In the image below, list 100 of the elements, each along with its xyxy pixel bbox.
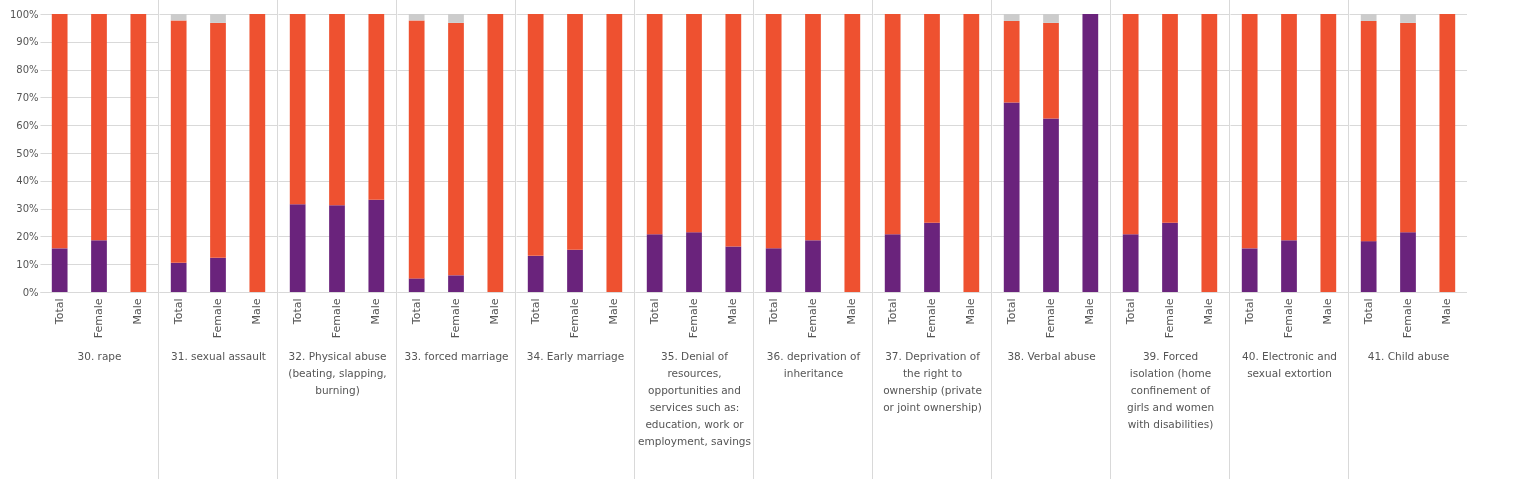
x-tick-label: Female bbox=[806, 298, 819, 339]
bar bbox=[487, 14, 504, 292]
y-tick-label: 100% bbox=[9, 8, 39, 20]
bar bbox=[1003, 14, 1020, 21]
bar bbox=[170, 20, 187, 263]
x-tick-label: Male bbox=[131, 298, 145, 325]
x-tick-label: Male bbox=[250, 298, 264, 325]
bar bbox=[1400, 232, 1416, 292]
x-axis-title: 32. Physical abuse (beating, slapping, burning) bbox=[288, 350, 387, 397]
bar bbox=[1439, 14, 1456, 292]
x-axis-title: 40. Electronic and sexual extortion bbox=[1242, 350, 1337, 380]
bar bbox=[1360, 20, 1377, 242]
bar bbox=[686, 232, 702, 292]
y-tick-label: 30% bbox=[16, 203, 39, 215]
x-tick-label: Total bbox=[885, 298, 899, 326]
bar bbox=[368, 199, 385, 292]
bar bbox=[170, 262, 187, 292]
bar bbox=[91, 14, 107, 241]
bar bbox=[1360, 241, 1377, 292]
y-tick-label: 80% bbox=[16, 64, 39, 76]
x-tick-label: Female bbox=[925, 298, 938, 339]
bar bbox=[1003, 20, 1020, 103]
x-tick-label: Male bbox=[726, 298, 740, 325]
y-tick-label: 40% bbox=[16, 175, 39, 187]
x-tick-label: Female bbox=[1401, 298, 1414, 339]
bar bbox=[448, 275, 464, 292]
bar bbox=[289, 14, 306, 205]
y-tick-label: 70% bbox=[16, 91, 39, 103]
bar bbox=[210, 22, 226, 258]
x-tick-label: Total bbox=[290, 298, 304, 326]
bar bbox=[686, 14, 702, 233]
x-tick-label: Male bbox=[845, 298, 859, 325]
y-tick-label: 60% bbox=[16, 119, 39, 131]
x-tick-label: Male bbox=[1440, 298, 1454, 325]
x-tick-label: Female bbox=[1163, 298, 1176, 339]
bar bbox=[408, 20, 425, 279]
bar bbox=[725, 14, 742, 247]
x-tick-label: Total bbox=[1242, 298, 1256, 326]
y-tick-label: 90% bbox=[16, 36, 39, 48]
x-axis-title: 31. sexual assault bbox=[171, 350, 266, 363]
bar bbox=[1043, 118, 1059, 292]
x-tick-label: Female bbox=[1044, 298, 1057, 339]
bar bbox=[51, 14, 68, 249]
bar bbox=[408, 14, 425, 21]
x-axis-title: 38. Verbal abuse bbox=[1007, 350, 1096, 363]
y-tick-label: 50% bbox=[16, 147, 39, 159]
bar bbox=[408, 278, 425, 292]
bar bbox=[1400, 22, 1416, 233]
x-tick-label: Female bbox=[330, 298, 343, 339]
x-tick-label: Female bbox=[1282, 298, 1295, 339]
x-tick-label: Male bbox=[1083, 298, 1097, 325]
x-tick-label: Female bbox=[568, 298, 581, 339]
bar bbox=[646, 234, 663, 292]
x-tick-label: Female bbox=[687, 298, 700, 339]
y-tick-label: 0% bbox=[22, 286, 39, 298]
bar bbox=[51, 248, 68, 292]
bar bbox=[329, 14, 345, 206]
bar bbox=[1360, 14, 1377, 21]
x-axis-title: 36. deprivation of inheritance bbox=[766, 350, 861, 380]
bar bbox=[210, 14, 226, 23]
bar bbox=[1400, 14, 1416, 23]
x-tick-label: Male bbox=[607, 298, 621, 325]
bar bbox=[130, 14, 147, 292]
x-axis-title: 33. forced marriage bbox=[404, 350, 509, 363]
x-tick-label: Male bbox=[1321, 298, 1335, 325]
x-axis-title: 37. Deprivation of the right to ownership (private or joint ownership) bbox=[883, 350, 982, 414]
bar bbox=[646, 14, 663, 235]
x-tick-label: Total bbox=[1004, 298, 1018, 326]
x-axis-title: 30. rape bbox=[77, 350, 122, 363]
bar bbox=[210, 257, 226, 292]
bar bbox=[91, 240, 107, 292]
x-axis-title: 41. Child abuse bbox=[1367, 350, 1450, 363]
bar bbox=[170, 14, 187, 21]
y-tick-label: 20% bbox=[16, 230, 39, 242]
x-tick-label: Female bbox=[211, 298, 224, 339]
bar bbox=[448, 22, 464, 276]
x-tick-label: Male bbox=[964, 298, 978, 325]
bar bbox=[725, 246, 742, 292]
x-tick-label: Male bbox=[488, 298, 502, 325]
x-tick-label: Total bbox=[766, 298, 780, 326]
bar bbox=[289, 204, 306, 292]
x-axis-title: 39. Forced isolation (home confinement of girls and women with disabilities) bbox=[1126, 350, 1215, 431]
bar bbox=[368, 14, 385, 200]
x-tick-label: Total bbox=[409, 298, 423, 326]
bar bbox=[1043, 22, 1059, 119]
x-tick-label: Total bbox=[647, 298, 661, 326]
bar bbox=[448, 14, 464, 23]
bar bbox=[249, 14, 266, 292]
x-tick-label: Total bbox=[1123, 298, 1137, 326]
x-tick-label: Total bbox=[52, 298, 66, 326]
x-tick-label: Male bbox=[1202, 298, 1216, 325]
x-axis-title: 35. Denial of resources, opportunities and services such as: education, work or employment, savings bbox=[638, 350, 751, 448]
x-axis-title: 34. Early marriage bbox=[526, 350, 625, 363]
bar bbox=[1082, 14, 1099, 292]
bar bbox=[329, 205, 345, 292]
bar bbox=[1003, 102, 1020, 292]
x-tick-label: Female bbox=[92, 298, 105, 339]
x-tick-label: Male bbox=[369, 298, 383, 325]
x-tick-label: Female bbox=[449, 298, 462, 339]
bar bbox=[1043, 14, 1059, 23]
